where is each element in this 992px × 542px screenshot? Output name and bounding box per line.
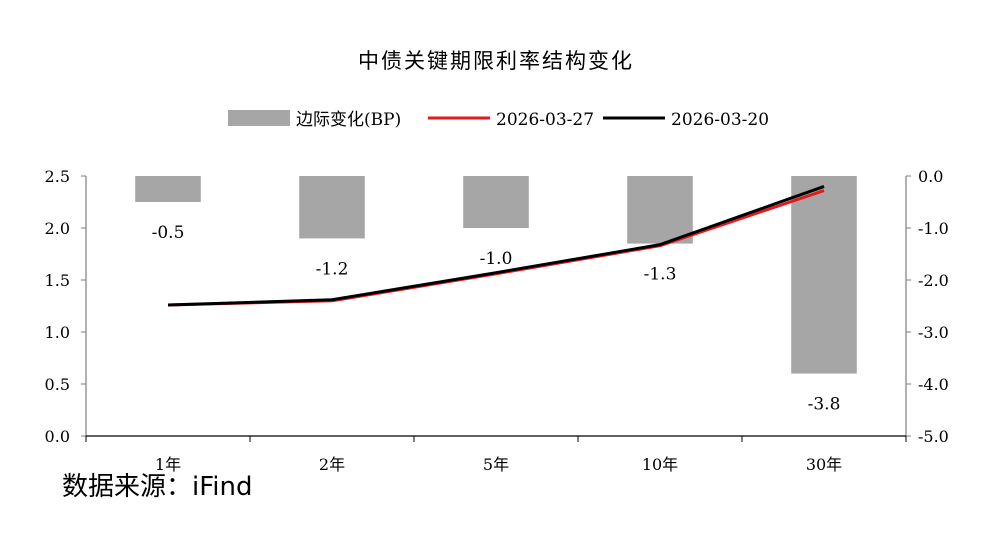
axes — [85, 176, 907, 437]
left-tick-label: 1.5 — [45, 271, 70, 290]
x-axis-ticks: 1年 2年 5年 10年 30年 — [85, 436, 907, 474]
bar-data-label: -0.5 — [152, 223, 185, 243]
x-category-label: 10年 — [642, 455, 678, 474]
source-note: 数据来源：iFind — [62, 472, 253, 502]
bar — [627, 176, 693, 244]
left-tick-label: 2.0 — [45, 219, 70, 238]
legend-swatch-bar — [228, 110, 290, 126]
bar-data-label: -3.8 — [808, 395, 841, 415]
right-tick-label: -5.0 — [918, 427, 949, 446]
right-tick-label: -3.0 — [918, 323, 949, 342]
right-tick-label: -2.0 — [918, 271, 949, 290]
bar — [299, 176, 365, 239]
x-category-label: 2年 — [319, 455, 345, 474]
bar — [791, 176, 857, 374]
left-tick-label: 2.5 — [45, 167, 70, 186]
right-tick-label: 0.0 — [918, 167, 943, 186]
legend-label-line-2: 2026-03-20 — [671, 110, 769, 130]
lines — [167, 184, 825, 307]
right-tick-label: -4.0 — [918, 375, 949, 394]
bar-data-label: -1.2 — [316, 259, 349, 279]
right-tick-label: -1.0 — [918, 219, 949, 238]
bar-data-label: -1.3 — [644, 265, 677, 285]
bar — [135, 176, 201, 202]
right-axis-ticks: -5.0 -4.0 -3.0 -2.0 -1.0 0.0 — [906, 167, 949, 446]
legend: 边际变化(BP) 2026-03-27 2026-03-20 — [228, 110, 769, 130]
left-tick-label: 1.0 — [45, 323, 70, 342]
x-category-label: 1年 — [155, 455, 181, 474]
bar-labels: -0.5 -1.2 -1.0 -1.3 -3.8 — [152, 223, 841, 415]
legend-label-bar: 边际变化(BP) — [296, 110, 401, 130]
x-category-label: 5年 — [483, 455, 509, 474]
chart-title: 中债关键期限利率结构变化 — [358, 49, 634, 73]
bars — [135, 176, 857, 374]
series-line-2 — [167, 184, 825, 307]
x-category-label: 30年 — [806, 455, 842, 474]
legend-label-line-1: 2026-03-27 — [496, 110, 594, 130]
bar — [463, 176, 529, 228]
left-tick-label: 0.5 — [45, 375, 70, 394]
bar-data-label: -1.0 — [480, 249, 513, 269]
left-tick-label: 0.0 — [45, 427, 70, 446]
left-axis-ticks: 0.0 0.5 1.0 1.5 2.0 2.5 — [45, 167, 86, 446]
